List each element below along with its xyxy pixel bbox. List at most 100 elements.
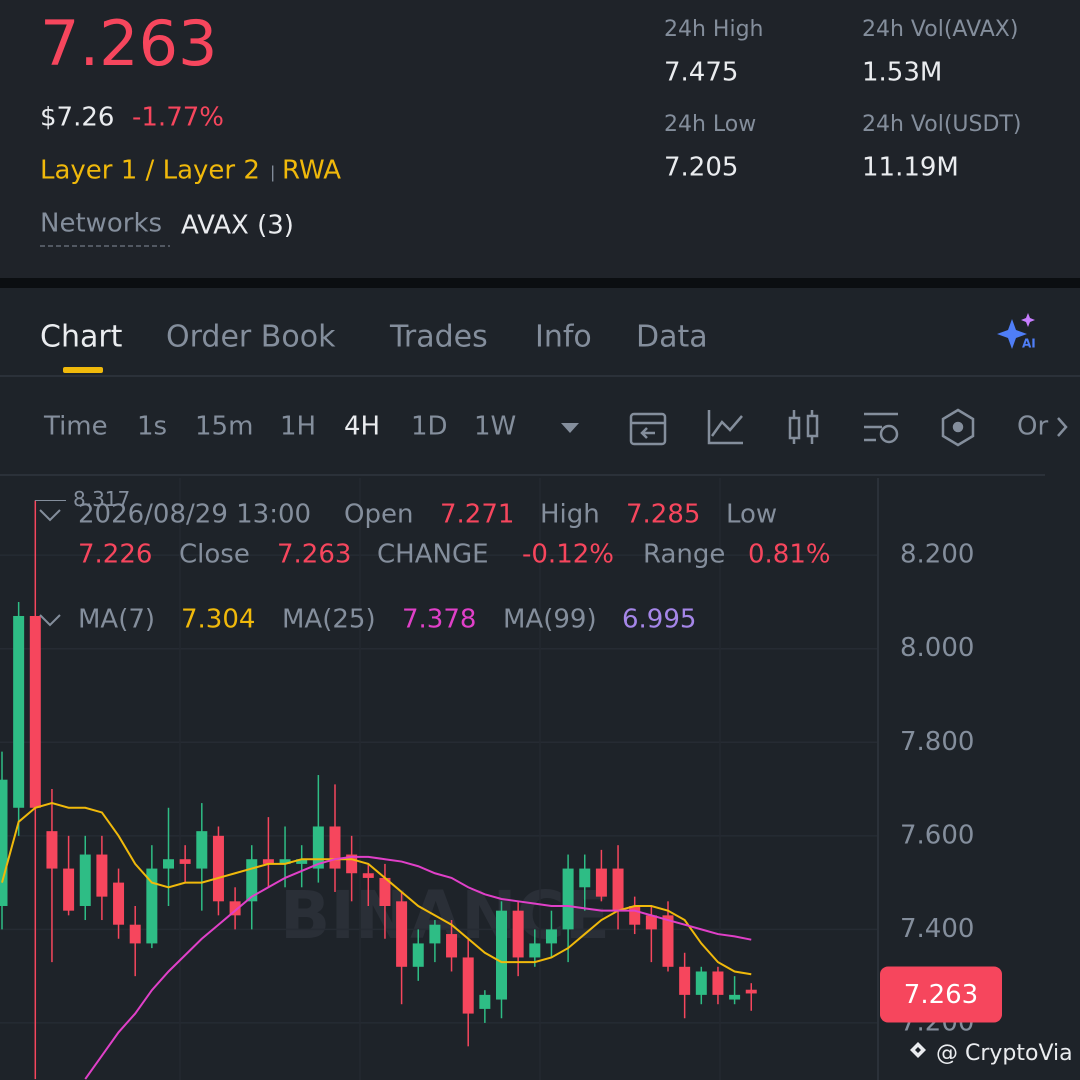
candle-body bbox=[46, 831, 58, 869]
info-label: CHANGE bbox=[377, 540, 489, 570]
candle-body bbox=[695, 971, 707, 995]
interval: Time bbox=[43, 412, 108, 442]
header-bg bbox=[0, 0, 1080, 278]
networks-label[interactable]: Networks bbox=[40, 209, 162, 239]
info-label: Open bbox=[344, 500, 413, 530]
info-value: -0.12% bbox=[522, 540, 614, 570]
candle-body bbox=[396, 901, 408, 967]
icon-stroke bbox=[792, 410, 814, 444]
usd-price: $7.26 bbox=[40, 103, 114, 133]
stat-value: 11.19M bbox=[862, 153, 959, 183]
tab[interactable]: Trades bbox=[389, 320, 488, 355]
stat-label: 24h Vol(USDT) bbox=[862, 112, 1021, 137]
tab[interactable]: Chart bbox=[40, 320, 123, 355]
last-price-badge bbox=[880, 966, 1002, 1023]
ai-icon[interactable]: AI bbox=[997, 313, 1036, 351]
collapse-chevron[interactable] bbox=[39, 509, 61, 522]
candle-body bbox=[462, 957, 474, 1014]
candle-body bbox=[429, 924, 441, 944]
candle-body bbox=[496, 910, 507, 1000]
collapse-chevron[interactable] bbox=[39, 614, 61, 627]
sparkle bbox=[1021, 313, 1035, 327]
candle-body bbox=[346, 854, 358, 874]
active-tab-indicator bbox=[63, 367, 103, 373]
interval[interactable]: 1s bbox=[137, 412, 167, 442]
last-price-label: 7.263 bbox=[904, 980, 978, 1010]
tag[interactable]: RWA bbox=[282, 156, 341, 186]
more-option[interactable]: Or bbox=[1017, 412, 1048, 442]
candle-body bbox=[479, 994, 491, 1009]
candle-body bbox=[312, 826, 324, 869]
tab[interactable]: Order Book bbox=[166, 320, 336, 355]
ma-legend-value: 7.304 bbox=[181, 605, 255, 635]
candle-body bbox=[529, 943, 541, 958]
candle-body bbox=[712, 971, 724, 995]
tab[interactable]: Data bbox=[636, 320, 708, 355]
candle-body bbox=[412, 943, 424, 967]
chevron-right[interactable] bbox=[1057, 417, 1068, 437]
candle-body bbox=[262, 859, 274, 864]
candle-body bbox=[362, 873, 374, 878]
candle-body bbox=[212, 835, 224, 902]
tab[interactable]: Info bbox=[535, 320, 592, 355]
stat-label: 24h Vol(AVAX) bbox=[862, 17, 1018, 42]
last-price: 7.263 bbox=[40, 7, 218, 80]
stat-label: 24h High bbox=[664, 17, 764, 42]
ma-line bbox=[84, 855, 752, 1080]
candle-body bbox=[163, 859, 174, 869]
networks-value: AVAX (3) bbox=[181, 211, 294, 241]
candle-body bbox=[579, 868, 591, 888]
candle-body bbox=[562, 868, 574, 930]
info-value: 7.226 bbox=[78, 540, 152, 570]
candle-body bbox=[629, 905, 641, 925]
icon-dot bbox=[952, 421, 964, 433]
candle-body bbox=[179, 859, 191, 864]
credit: @ CryptoVia bbox=[936, 1041, 1073, 1066]
info-label: Low bbox=[726, 500, 777, 530]
settings-icon[interactable] bbox=[864, 412, 898, 442]
sparkle bbox=[997, 319, 1027, 349]
icon-stroke bbox=[640, 427, 655, 439]
candle-body bbox=[645, 915, 657, 930]
info-value: 7.285 bbox=[626, 500, 700, 530]
ma-legend-value: 6.995 bbox=[622, 605, 696, 635]
stat-label: 24h Low bbox=[664, 112, 756, 137]
ma-legend-label: MA(7) bbox=[78, 605, 155, 635]
candle-body bbox=[662, 915, 674, 967]
candle-body bbox=[279, 859, 291, 864]
interval[interactable]: 15m bbox=[195, 412, 253, 442]
toolbar-icons bbox=[629, 408, 1068, 447]
candle-body bbox=[113, 882, 125, 925]
candle-body bbox=[196, 831, 208, 869]
y-tick-label: 8.000 bbox=[900, 633, 974, 663]
interval[interactable]: 1H bbox=[280, 412, 316, 442]
candle-body bbox=[246, 859, 258, 902]
ma-legend-label: MA(99) bbox=[503, 605, 597, 635]
indicator-icon[interactable] bbox=[707, 410, 743, 445]
candle-body bbox=[0, 779, 8, 906]
interval[interactable]: 4H bbox=[344, 412, 380, 442]
candle-body bbox=[512, 910, 524, 958]
dropdown-arrow[interactable] bbox=[561, 423, 579, 433]
high-marker-label: 8.317 bbox=[73, 487, 130, 511]
info-label: Close bbox=[179, 540, 250, 570]
stat-value: 7.205 bbox=[664, 153, 738, 183]
stat-value: 1.53M bbox=[862, 58, 942, 88]
candle-body bbox=[63, 868, 75, 911]
interval[interactable]: 1D bbox=[411, 412, 448, 442]
hex-icon[interactable] bbox=[941, 408, 975, 447]
candle-body bbox=[745, 989, 757, 994]
calendar-icon[interactable] bbox=[629, 412, 667, 446]
ma-legend-label: MA(25) bbox=[282, 605, 376, 635]
tag[interactable]: Layer 1 / Layer 2 bbox=[40, 156, 260, 186]
info-value: 7.271 bbox=[440, 500, 514, 530]
y-tick-label: 7.400 bbox=[900, 914, 974, 944]
candle-body bbox=[129, 924, 141, 944]
info-datetime: 2026/08/29 13:00 bbox=[78, 500, 311, 530]
tag-divider: | bbox=[270, 163, 275, 182]
candle-body bbox=[446, 934, 458, 958]
candle-body bbox=[329, 826, 341, 869]
interval[interactable]: 1W bbox=[474, 412, 516, 442]
info-value: 0.81% bbox=[748, 540, 831, 570]
